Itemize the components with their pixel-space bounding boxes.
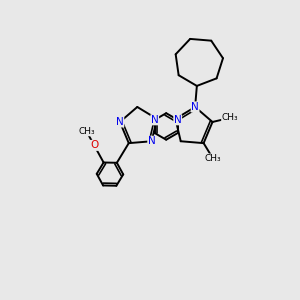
Text: CH₃: CH₃ <box>222 113 238 122</box>
Text: CH₃: CH₃ <box>205 154 221 163</box>
Text: CH₃: CH₃ <box>78 127 95 136</box>
Text: N: N <box>174 115 182 125</box>
Text: N: N <box>191 102 199 112</box>
Text: N: N <box>151 115 159 125</box>
Text: N: N <box>148 136 155 146</box>
Text: O: O <box>90 140 98 150</box>
Text: N: N <box>116 117 124 127</box>
